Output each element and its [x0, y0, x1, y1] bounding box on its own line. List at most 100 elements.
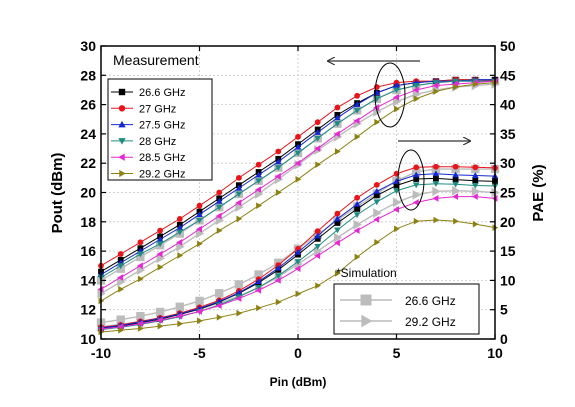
- data-point: [196, 211, 203, 217]
- data-point: [314, 145, 321, 152]
- legend-marker: [118, 88, 126, 96]
- data-point: [373, 187, 381, 194]
- data-point: [274, 273, 282, 280]
- y2-tick-label: 50: [500, 38, 516, 54]
- data-point: [177, 252, 184, 259]
- data-point: [157, 322, 164, 330]
- data-point: [373, 181, 380, 188]
- data-point: [255, 287, 262, 294]
- ticks: -10 -5 0 5 10 10 12 14 16 18 20 22 24 26 28 30 0 5 10 15 20 2…: [80, 38, 515, 361]
- data-point: [373, 199, 381, 206]
- data-point: [215, 197, 223, 204]
- data-point: [373, 216, 380, 223]
- data-point: [137, 262, 143, 270]
- data-point: [471, 183, 479, 189]
- data-point: [432, 170, 440, 177]
- y2-tick-label: 0: [500, 331, 508, 347]
- data-point: [236, 309, 243, 317]
- y2-tick-label: 20: [500, 214, 516, 230]
- data-point: [156, 241, 164, 248]
- y-tick-label: 26: [80, 97, 96, 113]
- legend-label: 28.5 GHz: [139, 152, 185, 164]
- data-point: [137, 251, 144, 258]
- sim-point: [175, 302, 184, 311]
- data-point: [453, 217, 459, 225]
- data-point: [452, 181, 459, 188]
- data-point: [256, 202, 262, 210]
- data-point: [294, 265, 301, 273]
- data-point: [137, 325, 144, 332]
- x-tick-label: 0: [294, 345, 302, 361]
- data-point: [294, 259, 302, 265]
- data-point: [314, 119, 321, 126]
- data-point: [117, 323, 124, 331]
- sim-point: [215, 215, 225, 226]
- y2-tick-label: 30: [500, 155, 516, 171]
- data-point: [354, 194, 360, 201]
- data-point: [156, 236, 164, 242]
- data-point: [373, 192, 380, 199]
- data-point: [452, 171, 459, 178]
- data-point: [294, 150, 302, 157]
- data-point: [274, 165, 282, 171]
- sim-point: [156, 253, 165, 264]
- data-point: [374, 118, 381, 126]
- data-point: [452, 193, 459, 200]
- data-point: [235, 191, 243, 198]
- annotations: [328, 61, 470, 211]
- y-tick-label: 10: [80, 331, 96, 347]
- data-point: [354, 133, 361, 141]
- data-point: [295, 245, 301, 252]
- data-point: [255, 161, 262, 168]
- data-point: [334, 121, 341, 127]
- y-tick-label: 20: [80, 185, 96, 201]
- y-tick-label: 14: [80, 272, 96, 288]
- data-point: [236, 215, 243, 223]
- data-point: [197, 317, 203, 325]
- data-point: [215, 302, 222, 309]
- y2-tick-label: 45: [500, 67, 516, 83]
- sim-point: [176, 241, 185, 252]
- data-point: [472, 220, 479, 228]
- data-point: [452, 78, 459, 85]
- data-point: [274, 173, 281, 180]
- sim-point: [234, 280, 244, 289]
- y2-tick-label: 25: [500, 185, 516, 201]
- data-point: [472, 80, 479, 88]
- data-point: [472, 177, 479, 184]
- data-point: [353, 227, 360, 234]
- data-point: [394, 225, 400, 233]
- sim-point: [373, 208, 382, 218]
- y2-tick-label: 40: [500, 97, 516, 113]
- data-point: [314, 243, 322, 250]
- data-point: [216, 189, 223, 196]
- data-point: [235, 295, 242, 302]
- pae-peak-ellipse: [397, 149, 425, 211]
- legend-marker: [118, 120, 126, 128]
- data-point: [275, 148, 282, 155]
- legend-marker: [119, 169, 126, 178]
- data-point: [255, 178, 262, 185]
- data-point: [236, 174, 242, 181]
- y2-tick-label: 10: [500, 272, 516, 288]
- data-point: [235, 289, 243, 296]
- pout-saturation-ellipse: [374, 62, 406, 128]
- data-point: [413, 176, 420, 182]
- data-point: [295, 175, 302, 183]
- data-point: [196, 308, 202, 315]
- sim-point: [392, 96, 402, 107]
- y-tick-label: 24: [80, 126, 96, 142]
- data-point: [196, 217, 203, 224]
- measurement-legend: Measurement 26.6 GHz 27 GHz 27.5 GHz 28 GHz…: [107, 52, 213, 181]
- sim-point: [471, 186, 481, 197]
- data-point: [354, 206, 360, 212]
- data-point: [353, 107, 361, 114]
- simulation-legend-box: [333, 283, 480, 335]
- data-point: [137, 275, 144, 283]
- sim-point: [155, 307, 165, 317]
- x-axis-title: Pin (dBm): [270, 375, 327, 389]
- sim-point: [235, 202, 244, 212]
- data-point: [255, 284, 262, 291]
- data-point: [374, 238, 381, 246]
- data-point: [432, 195, 439, 202]
